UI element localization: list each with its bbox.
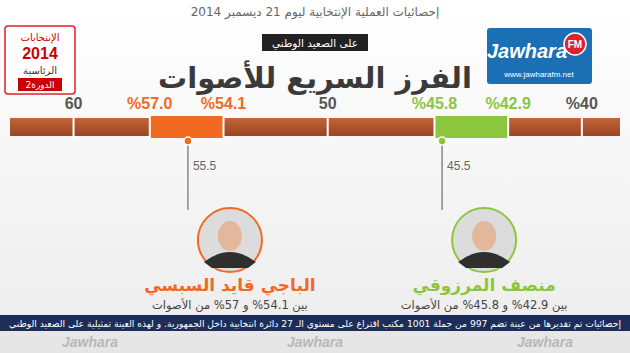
data-label: 45.5 <box>447 159 471 173</box>
photo-face <box>218 221 242 251</box>
tick <box>223 116 225 138</box>
tick <box>433 116 435 138</box>
station-logo <box>487 28 592 84</box>
station-band: FM <box>568 39 582 50</box>
candidate-caption: بين 42.9% و 45.8% من الأصوات <box>401 298 568 313</box>
tick-label: %45.8 <box>412 95 457 112</box>
infographic: إحصائيات العملية الإنتخابية ليوم 21 ديسم… <box>0 0 630 353</box>
candidate-photo <box>452 208 516 272</box>
bottom-band <box>0 331 630 353</box>
photo-body <box>204 252 256 268</box>
data-label: 55.5 <box>193 159 217 173</box>
footnote: إحصائيات تم تقديرها من عينة تضم 997 من ج… <box>9 318 621 330</box>
tick-label: 50 <box>319 95 337 112</box>
watermark: Jawhara <box>517 334 573 350</box>
axis-bar <box>10 118 620 136</box>
photo-face <box>472 221 496 251</box>
tick-label: 60 <box>65 95 83 112</box>
election-logo <box>5 26 75 94</box>
logo-text: الدورة2 <box>25 80 54 90</box>
estimate-pin <box>187 139 189 210</box>
logo-text: الرئاسية <box>23 65 57 76</box>
footnote-band <box>0 315 630 331</box>
photo-frame <box>198 208 262 272</box>
tick <box>507 116 509 138</box>
candidate-name: منصف المرزوقي <box>412 275 555 296</box>
logo-text: 2014 <box>22 45 58 62</box>
tick <box>149 116 151 138</box>
subtitle: على الصعيد الوطني <box>272 37 358 50</box>
range-bar <box>150 116 224 138</box>
background <box>0 0 630 353</box>
title: الفرز السريع للأصوات <box>158 60 472 95</box>
tick-label: %42.9 <box>485 95 530 112</box>
logo-text: الإنتخابات <box>20 32 59 44</box>
tick <box>581 116 583 138</box>
station-badge <box>564 33 586 55</box>
tick <box>73 116 75 138</box>
pin-head <box>438 137 446 145</box>
photo-body <box>458 252 510 268</box>
watermark: Jawhara <box>287 334 343 350</box>
photo-frame <box>452 208 516 272</box>
candidate-photo <box>198 208 262 272</box>
tick-label: %40 <box>566 95 598 112</box>
tick-label: %54.1 <box>201 95 246 112</box>
station-url: www.jawharafm.net <box>503 70 574 79</box>
candidate-caption: بين 54.1% و 57% من الأصوات <box>152 298 308 313</box>
header: إحصائيات العملية الإنتخابية ليوم 21 ديسم… <box>191 5 440 20</box>
subtitle-box <box>262 34 368 51</box>
ticks: 60 %57.0 %54.1 50 %45.8 %42.9 %40 <box>65 95 598 138</box>
range-bar <box>434 116 508 138</box>
estimate-pin <box>441 139 443 210</box>
tick <box>327 116 329 138</box>
tick-label: %57.0 <box>127 95 172 112</box>
pin-head <box>184 137 192 145</box>
watermark: Jawhara <box>62 334 118 350</box>
logo-band <box>18 78 62 91</box>
plot <box>10 116 620 210</box>
station-name: Jawhara <box>487 40 567 62</box>
candidate-name: الباجي قايد السبسي <box>144 275 316 296</box>
